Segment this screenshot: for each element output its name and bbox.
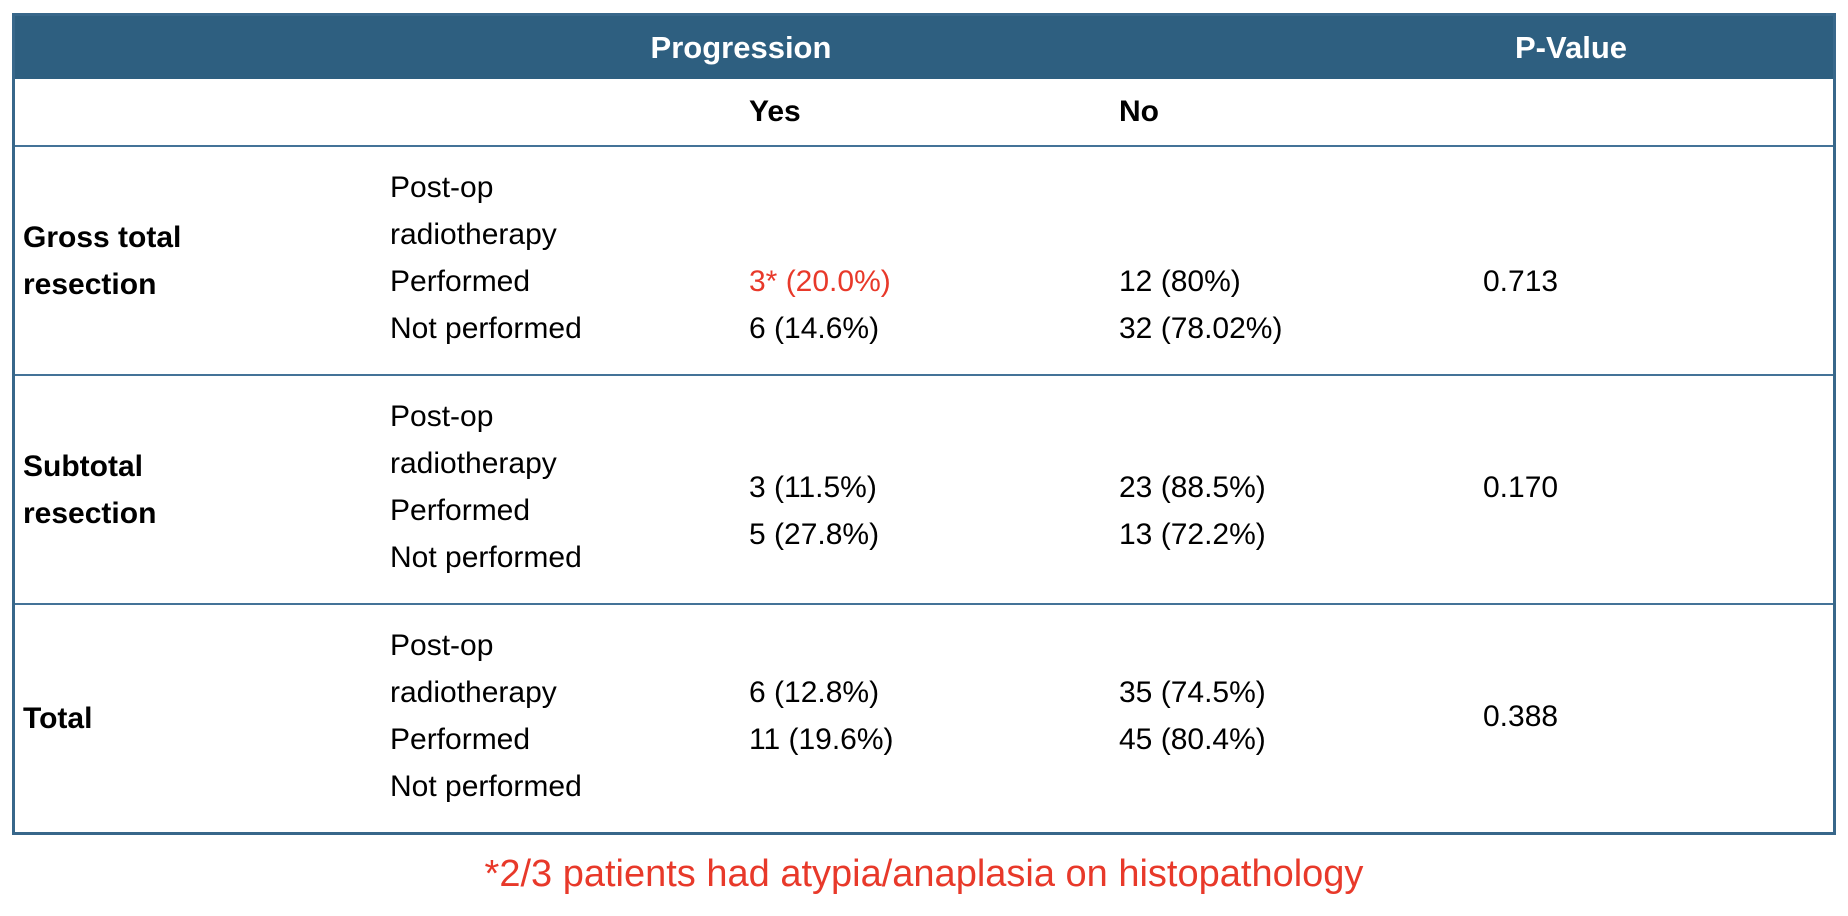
sublabel-radiotherapy: Post-op radiotherapy (390, 400, 557, 480)
no-value-not-performed: 13 (72.2%) (1119, 518, 1266, 551)
no-values: 23 (88.5%) 13 (72.2%) (1107, 376, 1467, 603)
no-values: 35 (74.5%) 45 (80.4%) (1107, 605, 1467, 832)
sublabel-radiotherapy: Post-op radiotherapy (390, 171, 557, 251)
sublabel-performed: Performed (390, 265, 531, 298)
yes-value-performed: 3 (11.5%) (749, 471, 877, 504)
sublabel-performed: Performed (390, 723, 531, 756)
row-sublabels: Post-op radiotherapy Performed Not perfo… (382, 605, 737, 832)
p-value: 0.170 (1483, 471, 1559, 504)
row-label-text: Total (23, 702, 93, 735)
no-values: 12 (80%) 32 (78.02%) (1107, 147, 1467, 374)
no-value-performed: 12 (80%) (1119, 265, 1241, 298)
sublabel-not-performed: Not performed (390, 770, 582, 803)
no-value-performed: 35 (74.5%) (1119, 676, 1266, 709)
table-header-row: Progression P-Value (15, 16, 1833, 79)
yes-values: 6 (12.8%) 11 (19.6%) (737, 605, 1107, 832)
table-subheader-row: Yes No (15, 79, 1833, 145)
yes-value-performed: 3* (20.0%) (749, 265, 891, 298)
yes-value-not-performed: 5 (27.8%) (749, 518, 880, 551)
p-value: 0.713 (1483, 265, 1559, 298)
row-label-text: Subtotal resection (23, 449, 157, 530)
sublabel-not-performed: Not performed (390, 541, 582, 574)
sublabel-performed: Performed (390, 494, 531, 527)
sublabel-radiotherapy: Post-op radiotherapy (390, 629, 557, 709)
results-table: Progression P-Value Yes No Gross total r… (12, 13, 1836, 835)
subheader-no: No (1119, 95, 1159, 128)
subheader-yes: Yes (749, 95, 801, 128)
row-label-text: Gross total resection (23, 220, 182, 301)
row-sublabels: Post-op radiotherapy Performed Not perfo… (382, 376, 737, 603)
table-row-subtotal-resection: Subtotal resection Post-op radiotherapy … (15, 374, 1833, 603)
column-header-pvalue: P-Value (1515, 30, 1627, 65)
yes-value-not-performed: 6 (14.6%) (749, 312, 880, 345)
row-sublabels: Post-op radiotherapy Performed Not perfo… (382, 147, 737, 374)
yes-values: 3* (20.0%) 6 (14.6%) (737, 147, 1107, 374)
row-label: Gross total resection (15, 147, 382, 374)
no-value-not-performed: 32 (78.02%) (1119, 312, 1283, 345)
row-label: Subtotal resection (15, 376, 382, 603)
p-value: 0.388 (1483, 700, 1559, 733)
table-row-gross-total-resection: Gross total resection Post-op radiothera… (15, 145, 1833, 374)
yes-values: 3 (11.5%) 5 (27.8%) (737, 376, 1107, 603)
row-label: Total (15, 605, 382, 832)
column-header-progression: Progression (650, 30, 832, 65)
footnote: *2/3 patients had atypia/anaplasia on hi… (484, 853, 1364, 895)
sublabel-not-performed: Not performed (390, 312, 582, 345)
yes-value-performed: 6 (12.8%) (749, 676, 880, 709)
table-row-total: Total Post-op radiotherapy Performed Not… (15, 603, 1833, 832)
no-value-not-performed: 45 (80.4%) (1119, 723, 1266, 756)
yes-value-not-performed: 11 (19.6%) (749, 723, 894, 756)
no-value-performed: 23 (88.5%) (1119, 471, 1266, 504)
